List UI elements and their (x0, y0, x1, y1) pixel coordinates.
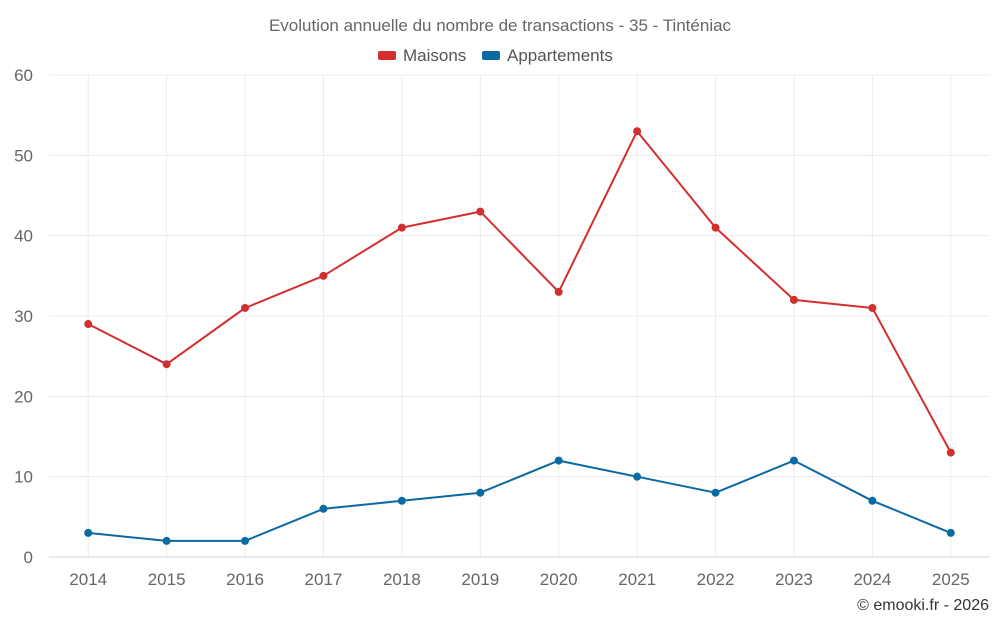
point-maisons[interactable] (711, 223, 720, 232)
point-appartements[interactable] (476, 488, 485, 497)
point-maisons[interactable] (633, 127, 642, 136)
point-maisons[interactable] (162, 360, 171, 369)
series-line-maisons (87, 130, 952, 454)
x-tick-label: 2017 (305, 570, 343, 589)
legend[interactable]: Maisons Appartements (378, 46, 613, 65)
point-appartements[interactable] (711, 488, 720, 497)
y-tick-label: 30 (14, 307, 33, 326)
y-tick-label: 50 (14, 146, 33, 165)
x-tick-label: 2022 (697, 570, 735, 589)
point-maisons[interactable] (789, 295, 798, 304)
y-tick-label: 20 (14, 387, 33, 406)
y-tick-label: 10 (14, 468, 33, 487)
point-maisons[interactable] (946, 448, 955, 457)
point-appartements[interactable] (397, 496, 406, 505)
point-appartements[interactable] (633, 472, 642, 481)
x-tick-label: 2015 (148, 570, 186, 589)
legend-label-maisons[interactable]: Maisons (403, 46, 466, 65)
point-appartements[interactable] (241, 536, 250, 545)
point-maisons[interactable] (554, 287, 563, 296)
point-maisons[interactable] (319, 271, 328, 280)
point-maisons[interactable] (84, 320, 93, 329)
x-axis: 2014 2015 2016 2017 2018 2019 2020 2021 2022 2023… (49, 556, 990, 589)
x-tick-label: 2018 (383, 570, 421, 589)
point-appartements[interactable] (319, 504, 328, 513)
legend-swatch-maisons (378, 51, 396, 60)
point-maisons[interactable] (397, 223, 406, 232)
legend-label-appartements[interactable]: Appartements (507, 46, 613, 65)
x-tick-label: 2014 (69, 570, 107, 589)
grid (49, 74, 990, 558)
point-appartements[interactable] (946, 528, 955, 537)
series-line-appartements (88, 459, 952, 542)
point-appartements[interactable] (868, 496, 877, 505)
x-tick-label: 2019 (461, 570, 499, 589)
y-axis: 0 10 20 30 40 50 60 (14, 66, 33, 567)
y-tick-label: 60 (14, 66, 33, 85)
x-tick-label: 2020 (540, 570, 578, 589)
legend-swatch-appartements (482, 51, 500, 60)
point-maisons[interactable] (476, 207, 485, 216)
x-tick-label: 2016 (226, 570, 264, 589)
x-tick-label: 2023 (775, 570, 813, 589)
point-appartements[interactable] (789, 456, 798, 465)
series-group (84, 127, 955, 545)
y-tick-label: 0 (24, 548, 33, 567)
x-tick-label: 2024 (853, 570, 891, 589)
credit-text: © emooki.fr - 2026 (857, 597, 989, 614)
point-maisons[interactable] (241, 303, 250, 312)
point-appartements[interactable] (162, 536, 171, 545)
point-appartements[interactable] (554, 456, 563, 465)
point-maisons[interactable] (868, 303, 877, 312)
x-tick-label: 2025 (932, 570, 970, 589)
point-appartements[interactable] (84, 528, 93, 537)
x-tick-label: 2021 (618, 570, 656, 589)
y-tick-label: 40 (14, 227, 33, 246)
chart-title: Evolution annuelle du nombre de transact… (269, 16, 732, 35)
